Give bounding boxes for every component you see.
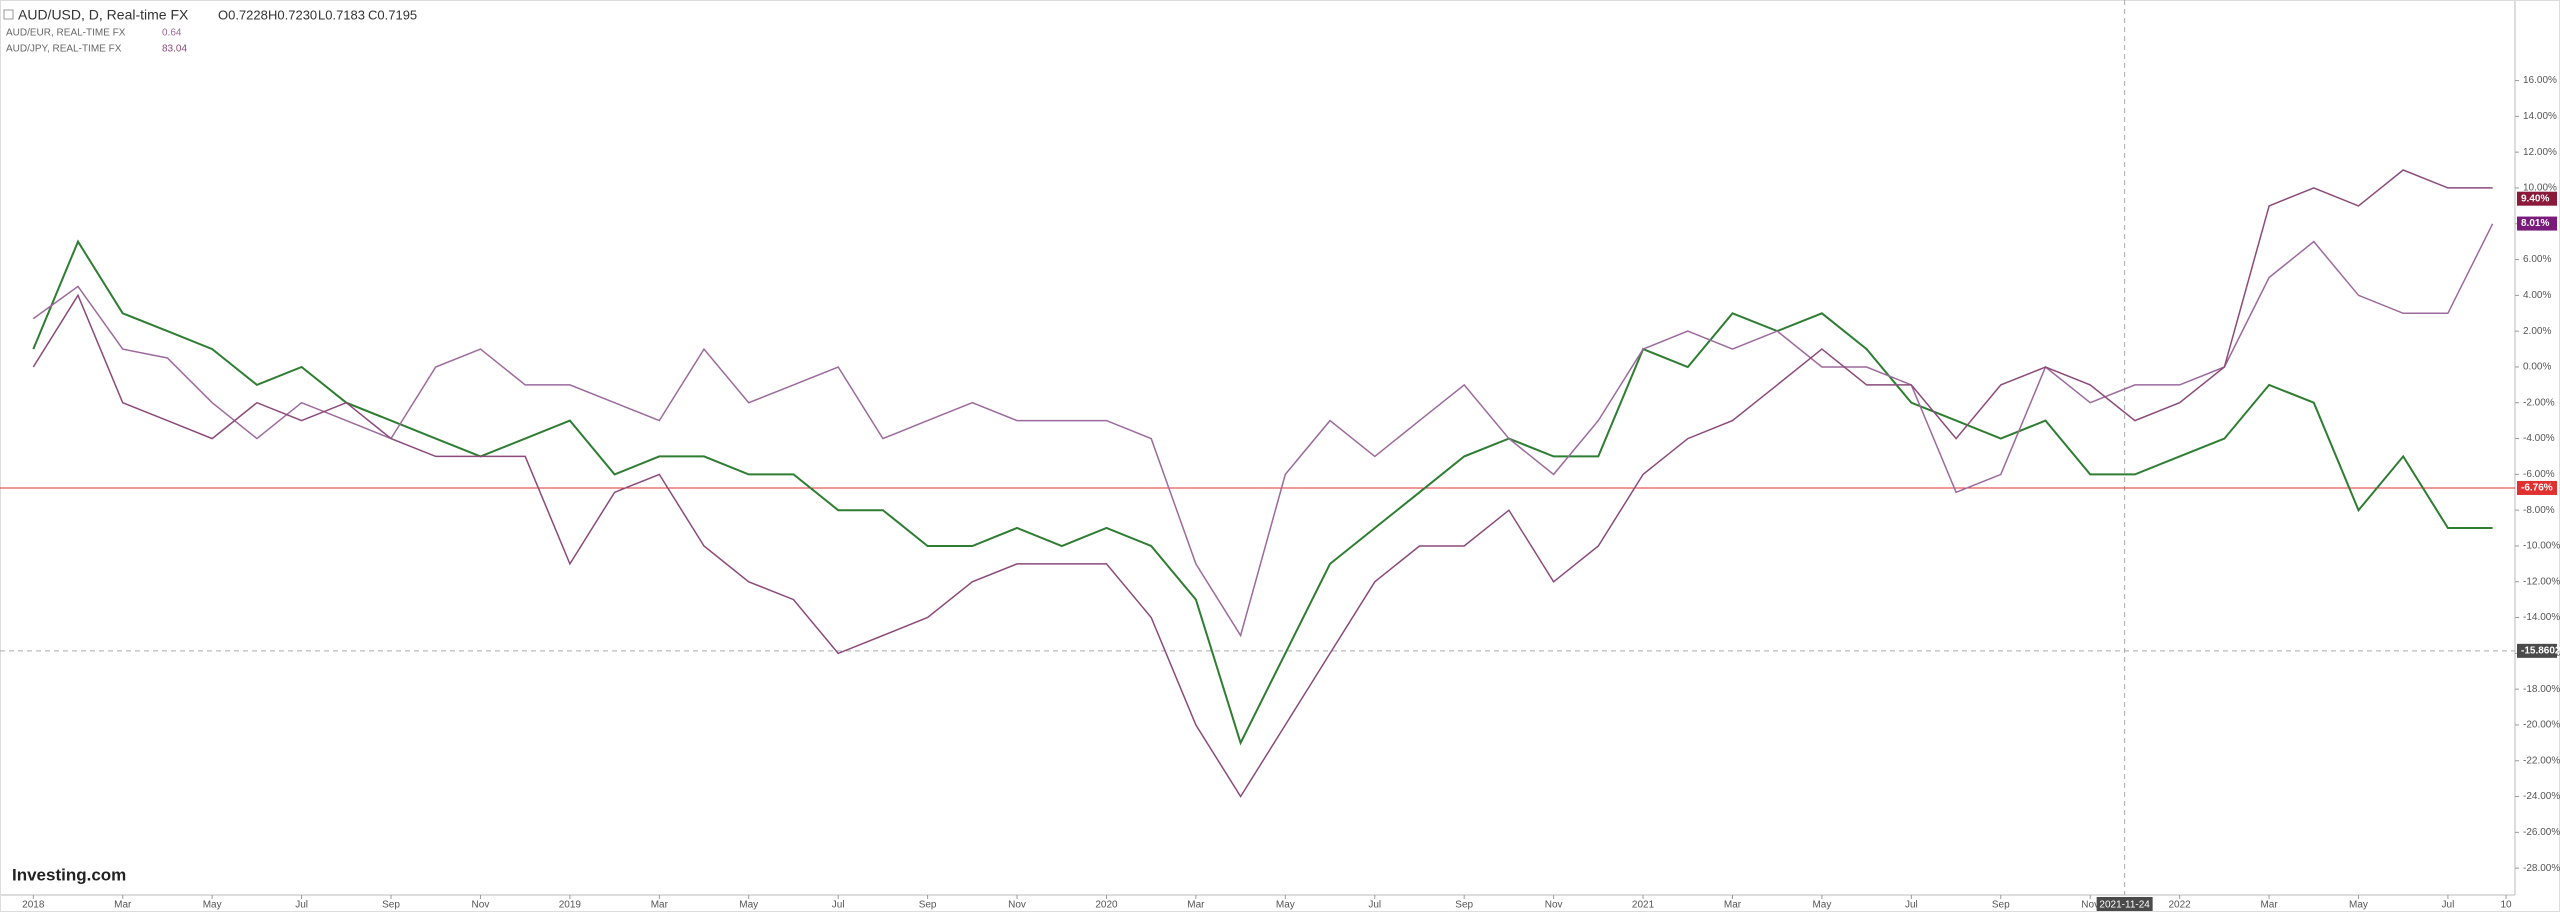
legend-entry: AUD/JPY, REAL-TIME FX (6, 44, 122, 55)
x-tick-label: May (2349, 900, 2368, 911)
x-tick-label: Mar (1187, 900, 1205, 911)
x-tick-label: Sep (919, 900, 937, 911)
price-marker-label: -15.8602 (2521, 645, 2560, 656)
price-marker-box (2517, 480, 2557, 495)
y-tick-label: -14.00% (2523, 612, 2560, 623)
x-tick-label: Nov (1008, 900, 1026, 911)
series-line (32, 239, 2493, 746)
crosshair-x-label: 2021-11-24 (2099, 900, 2150, 911)
x-tick-label: 2020 (1095, 900, 1118, 911)
x-tick-label: Mar (2260, 900, 2278, 911)
y-tick-label: -18.00% (2523, 684, 2560, 695)
x-tick-label: May (1812, 900, 1831, 911)
y-tick-label: 16.00% (2523, 75, 2557, 86)
y-tick-label: 14.00% (2523, 111, 2557, 122)
x-tick-label: Mar (651, 900, 669, 911)
x-tick-label: 2018 (22, 900, 45, 911)
x-tick-label: Jul (1368, 900, 1381, 911)
x-tick-label: Sep (1455, 900, 1473, 911)
y-tick-label: -26.00% (2523, 827, 2560, 838)
x-tick-label: Mar (114, 900, 132, 911)
y-tick-label: 4.00% (2523, 290, 2551, 301)
price-marker-label: -6.76% (2521, 483, 2553, 494)
x-tick-label: May (739, 900, 758, 911)
x-tick-label: May (1276, 900, 1295, 911)
x-tick-label: 2021 (1632, 900, 1655, 911)
y-tick-label: 2.00% (2523, 326, 2551, 337)
y-tick-label: -20.00% (2523, 720, 2560, 731)
x-tick-label: 2019 (559, 900, 582, 911)
price-marker-label: 9.40% (2521, 193, 2549, 204)
x-tick-label: Jul (295, 900, 308, 911)
x-tick-label: Nov (2081, 900, 2099, 911)
ohlc-value: H0.7230 (268, 7, 317, 22)
x-tick-label: Sep (1992, 900, 2010, 911)
legend-entry: AUD/EUR, REAL-TIME FX (6, 28, 126, 39)
y-tick-label: -10.00% (2523, 541, 2560, 552)
x-tick-label: Mar (1724, 900, 1742, 911)
x-tick-label: 2022 (2169, 900, 2192, 911)
series-line (32, 169, 2493, 798)
y-tick-label: -28.00% (2523, 863, 2560, 874)
ohlc-value: L0.7183 (318, 7, 365, 22)
y-tick-label: 10.00% (2523, 183, 2557, 194)
x-tick-label: Jul (832, 900, 845, 911)
y-tick-label: 12.00% (2523, 147, 2557, 158)
crosshair-x-label-box (2096, 897, 2153, 911)
y-tick-label: 6.00% (2523, 254, 2551, 265)
y-tick-label: -24.00% (2523, 791, 2560, 802)
y-tick-label: -8.00% (2523, 505, 2555, 516)
legend-last: 0.64 (162, 28, 182, 39)
y-tick-label: 0.00% (2523, 362, 2551, 373)
x-tick-label: Jul (2442, 900, 2455, 911)
watermark: Investing.com (12, 865, 126, 884)
y-tick-label: -22.00% (2523, 755, 2560, 766)
x-tick-label: Nov (472, 900, 490, 911)
x-tick-label: Sep (382, 900, 400, 911)
x-tick-label: May (203, 900, 222, 911)
price-marker-box (2517, 216, 2557, 231)
x-tick-label: Nov (1545, 900, 1563, 911)
legend-last: 83.04 (162, 44, 187, 55)
y-tick-label: -12.00% (2523, 576, 2560, 587)
y-tick-label: -2.00% (2523, 397, 2555, 408)
x-tick-label: 10 (2500, 900, 2512, 911)
legend-main: AUD/USD, D, Real-time FX (18, 7, 189, 23)
y-tick-label: -4.00% (2523, 433, 2555, 444)
price-marker-box (2517, 643, 2557, 658)
price-marker-label: 8.01% (2521, 218, 2549, 229)
price-marker-box (2517, 191, 2557, 206)
collapse-icon (3, 9, 14, 20)
series-line (32, 223, 2494, 638)
ohlc-value: C0.7195 (368, 7, 417, 22)
x-tick-label: Jul (1905, 900, 1918, 911)
ohlc-value: O0.7228 (218, 7, 268, 22)
y-tick-label: -6.00% (2523, 469, 2555, 480)
